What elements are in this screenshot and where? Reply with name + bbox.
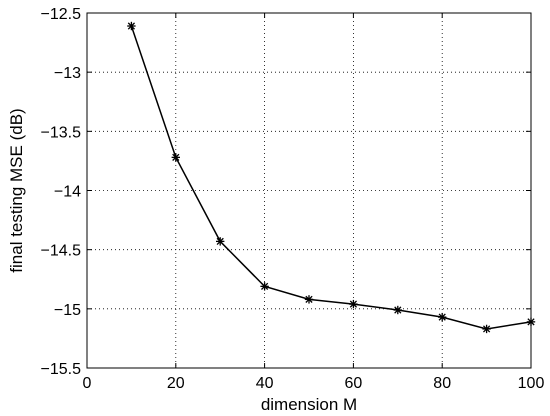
- y-axis-label: final testing MSE (dB): [7, 108, 26, 272]
- marker-stroke: [216, 237, 224, 245]
- data-point-marker: [482, 324, 491, 334]
- data-point-marker: [127, 21, 136, 31]
- marker-stroke: [172, 153, 180, 161]
- marker-stroke: [394, 306, 402, 314]
- y-tick-label: −13: [54, 65, 81, 82]
- x-tick-label: 0: [83, 375, 92, 392]
- y-tick-label: −15.5: [41, 361, 82, 378]
- data-point-marker: [393, 305, 402, 315]
- x-tick-label: 80: [433, 375, 451, 392]
- data-point-marker: [526, 317, 536, 327]
- marker-stroke: [527, 318, 535, 326]
- data-point-marker: [438, 312, 447, 322]
- data-point-marker: [304, 295, 314, 304]
- data-point-marker: [349, 299, 358, 309]
- marker-stroke: [305, 295, 313, 303]
- marker-stroke: [349, 300, 358, 308]
- y-tick-label: −14.5: [41, 243, 82, 260]
- plot-frame: [86, 12, 532, 369]
- data-point-marker: [216, 237, 225, 246]
- series-line: [130, 25, 532, 330]
- x-tick-label: 100: [518, 375, 545, 392]
- y-tick-label: −14: [54, 184, 81, 201]
- data-point-marker: [260, 282, 269, 291]
- x-tick-label: 20: [167, 375, 185, 392]
- y-tick-label: −12.5: [41, 6, 82, 23]
- marker-stroke: [127, 22, 136, 30]
- marker-stroke: [482, 325, 491, 333]
- x-tick-label: 60: [345, 375, 363, 392]
- y-tick-label: −15: [54, 302, 81, 319]
- grid-lines: [87, 13, 531, 368]
- y-tick-label: −13.5: [41, 124, 82, 141]
- axis-ticks: 0 20 40 60 80 100 −12.5 −13 −13.5 −14 −14.5 −15 −15.…: [41, 6, 545, 392]
- series-group: [127, 21, 536, 334]
- marker-stroke: [260, 282, 269, 290]
- x-tick-label: 40: [256, 375, 274, 392]
- marker-stroke: [438, 313, 446, 321]
- x-axis-label: dimension M: [261, 395, 357, 414]
- data-point-marker: [171, 153, 180, 162]
